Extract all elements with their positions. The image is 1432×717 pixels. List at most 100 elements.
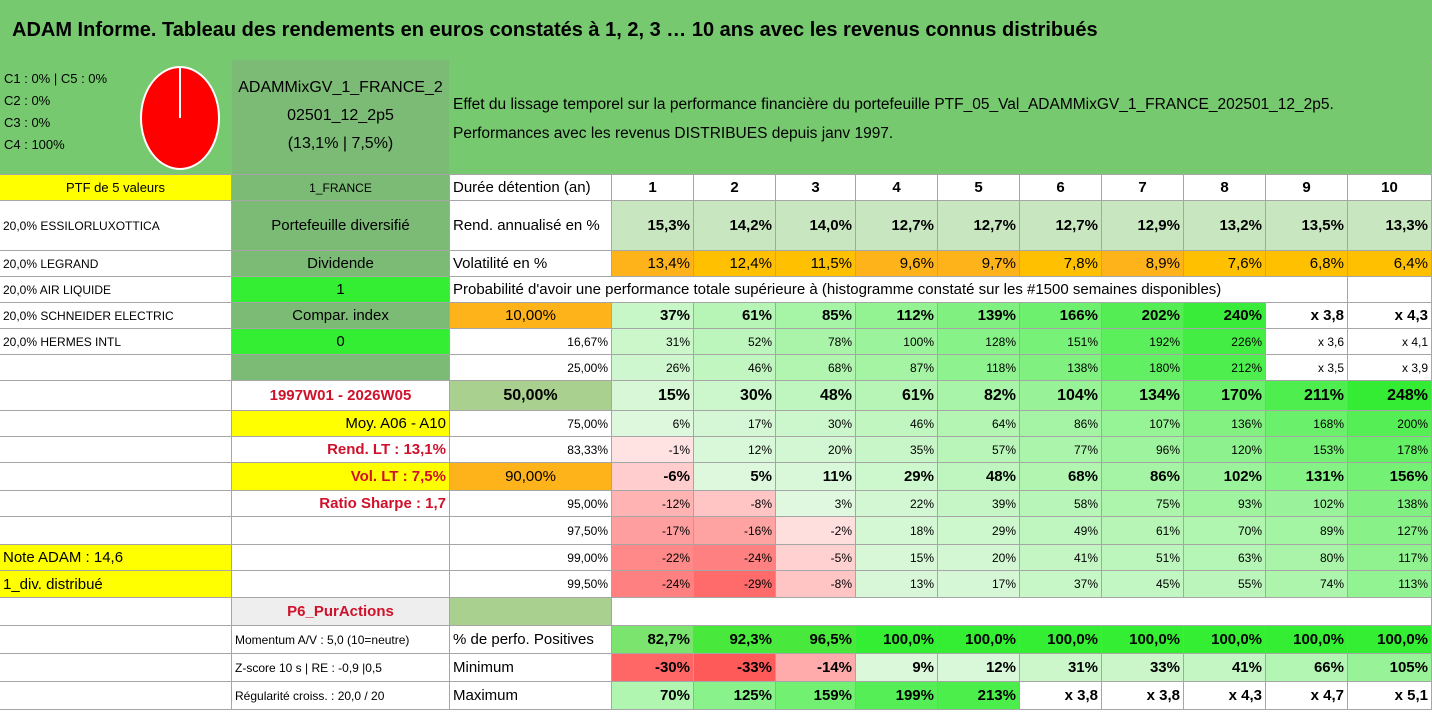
probability-value: 29%	[856, 463, 938, 491]
description-line: Effet du lissage temporel sur la perform…	[453, 96, 1334, 113]
probability-value: 58%	[1020, 491, 1102, 517]
quantile-label: 95,00%	[450, 491, 612, 517]
indicator-cell: Z-score 10 s | RE : -0,9 |0,5	[232, 654, 450, 682]
probability-title: Probabilité d'avoir une performance tota…	[450, 277, 1348, 303]
annualized-return-value: 12,9%	[1102, 201, 1184, 251]
probability-value: 120%	[1184, 437, 1266, 463]
portfolio-info-cell	[0, 491, 232, 517]
probability-value: -8%	[776, 571, 856, 598]
year-header: 3	[776, 175, 856, 201]
annualized-return-value: 13,5%	[1266, 201, 1348, 251]
probability-value: 211%	[1266, 381, 1348, 411]
volatility-value: 8,9%	[1102, 251, 1184, 277]
portfolio-info-cell: PTF de 5 valeurs	[0, 175, 232, 201]
probability-value: 200%	[1348, 411, 1432, 437]
probability-value: 15%	[856, 545, 938, 571]
probability-value: 240%	[1184, 303, 1266, 329]
probability-value: 75%	[1102, 491, 1184, 517]
probability-value: 57%	[938, 437, 1020, 463]
indicator-cell	[232, 355, 450, 381]
description-line: Performances avec les revenus DISTRIBUES…	[453, 125, 894, 142]
probability-value: -29%	[694, 571, 776, 598]
probability-value: 5%	[694, 463, 776, 491]
empty-cell	[612, 598, 1432, 626]
indicator-cell: Dividende	[232, 251, 450, 277]
probability-value: 226%	[1184, 329, 1266, 355]
indicator-cell	[232, 545, 450, 571]
positive-performance-value: 82,7%	[612, 626, 694, 654]
volatility-value: 9,6%	[856, 251, 938, 277]
year-header: 10	[1348, 175, 1432, 201]
maximum-label: Maximum	[450, 682, 612, 710]
minimum-value: 9%	[856, 654, 938, 682]
report-title: ADAM Informe. Tableau des rendements en …	[0, 0, 1432, 60]
probability-value: 138%	[1348, 491, 1432, 517]
probability-value: 61%	[694, 303, 776, 329]
probability-value: 61%	[1102, 517, 1184, 545]
indicator-cell: Momentum A/V : 5,0 (10=neutre)	[232, 626, 450, 654]
probability-value: -6%	[612, 463, 694, 491]
indicator-cell: Ratio Sharpe : 1,7	[232, 491, 450, 517]
portfolio-info-cell: 20,0% AIR LIQUIDE	[0, 277, 232, 303]
indicator-cell: 1_FRANCE	[232, 175, 450, 201]
probability-value: 151%	[1020, 329, 1102, 355]
annualized-return-value: 14,0%	[776, 201, 856, 251]
year-header: 1	[612, 175, 694, 201]
annualized-return-value: 12,7%	[938, 201, 1020, 251]
probability-value: 178%	[1348, 437, 1432, 463]
pie-legend-line: C4 : 100%	[4, 137, 65, 152]
probability-value: 102%	[1184, 463, 1266, 491]
probability-value: 46%	[694, 355, 776, 381]
positive-performance-value: 100,0%	[1266, 626, 1348, 654]
probability-value: 89%	[1266, 517, 1348, 545]
probability-value: 212%	[1184, 355, 1266, 381]
probability-value: 170%	[1184, 381, 1266, 411]
probability-value: -8%	[694, 491, 776, 517]
probability-value: 78%	[776, 329, 856, 355]
minimum-value: 41%	[1184, 654, 1266, 682]
pie-legend-line: C3 : 0%	[4, 115, 51, 130]
probability-value: 87%	[856, 355, 938, 381]
pie-legend: C1 : 0% | C5 : 0% C2 : 0% C3 : 0% C4 : 100%	[4, 68, 107, 156]
probability-value: 55%	[1184, 571, 1266, 598]
maximum-value: 199%	[856, 682, 938, 710]
volatility-value: 12,4%	[694, 251, 776, 277]
probability-value: 46%	[856, 411, 938, 437]
portfolio-info-cell	[0, 682, 232, 710]
portfolio-info-cell: Note ADAM : 14,6	[0, 545, 232, 571]
probability-value: 29%	[938, 517, 1020, 545]
indicator-cell: Rend. LT : 13,1%	[232, 437, 450, 463]
portfolio-info-cell	[0, 381, 232, 411]
probability-value: 3%	[776, 491, 856, 517]
probability-value: 128%	[938, 329, 1020, 355]
annualized-return-label: Rend. annualisé en %	[450, 201, 612, 251]
probability-value: 22%	[856, 491, 938, 517]
quantile-label: 10,00%	[450, 303, 612, 329]
volatility-value: 6,8%	[1266, 251, 1348, 277]
probability-value: 192%	[1102, 329, 1184, 355]
volatility-value: 7,6%	[1184, 251, 1266, 277]
probability-value: 26%	[612, 355, 694, 381]
minimum-label: Minimum	[450, 654, 612, 682]
probability-value: 77%	[1020, 437, 1102, 463]
probability-value: 168%	[1266, 411, 1348, 437]
probability-value: 86%	[1102, 463, 1184, 491]
probability-value: x 3,5	[1266, 355, 1348, 381]
portfolio-info-cell: 20,0% ESSILORLUXOTTICA	[0, 201, 232, 251]
probability-value: -5%	[776, 545, 856, 571]
indicator-cell: P6_PurActions	[232, 598, 450, 626]
probability-value: x 4,1	[1348, 329, 1432, 355]
positive-performance-value: 92,3%	[694, 626, 776, 654]
probability-value: -17%	[612, 517, 694, 545]
probability-value: 13%	[856, 571, 938, 598]
maximum-value: x 4,3	[1184, 682, 1266, 710]
year-header: 2	[694, 175, 776, 201]
maximum-value: x 5,1	[1348, 682, 1432, 710]
probability-value: 52%	[694, 329, 776, 355]
probability-value: 15%	[612, 381, 694, 411]
minimum-value: -33%	[694, 654, 776, 682]
probability-value: 166%	[1020, 303, 1102, 329]
quantile-label: 90,00%	[450, 463, 612, 491]
probability-value: 17%	[938, 571, 1020, 598]
probability-value: 136%	[1184, 411, 1266, 437]
